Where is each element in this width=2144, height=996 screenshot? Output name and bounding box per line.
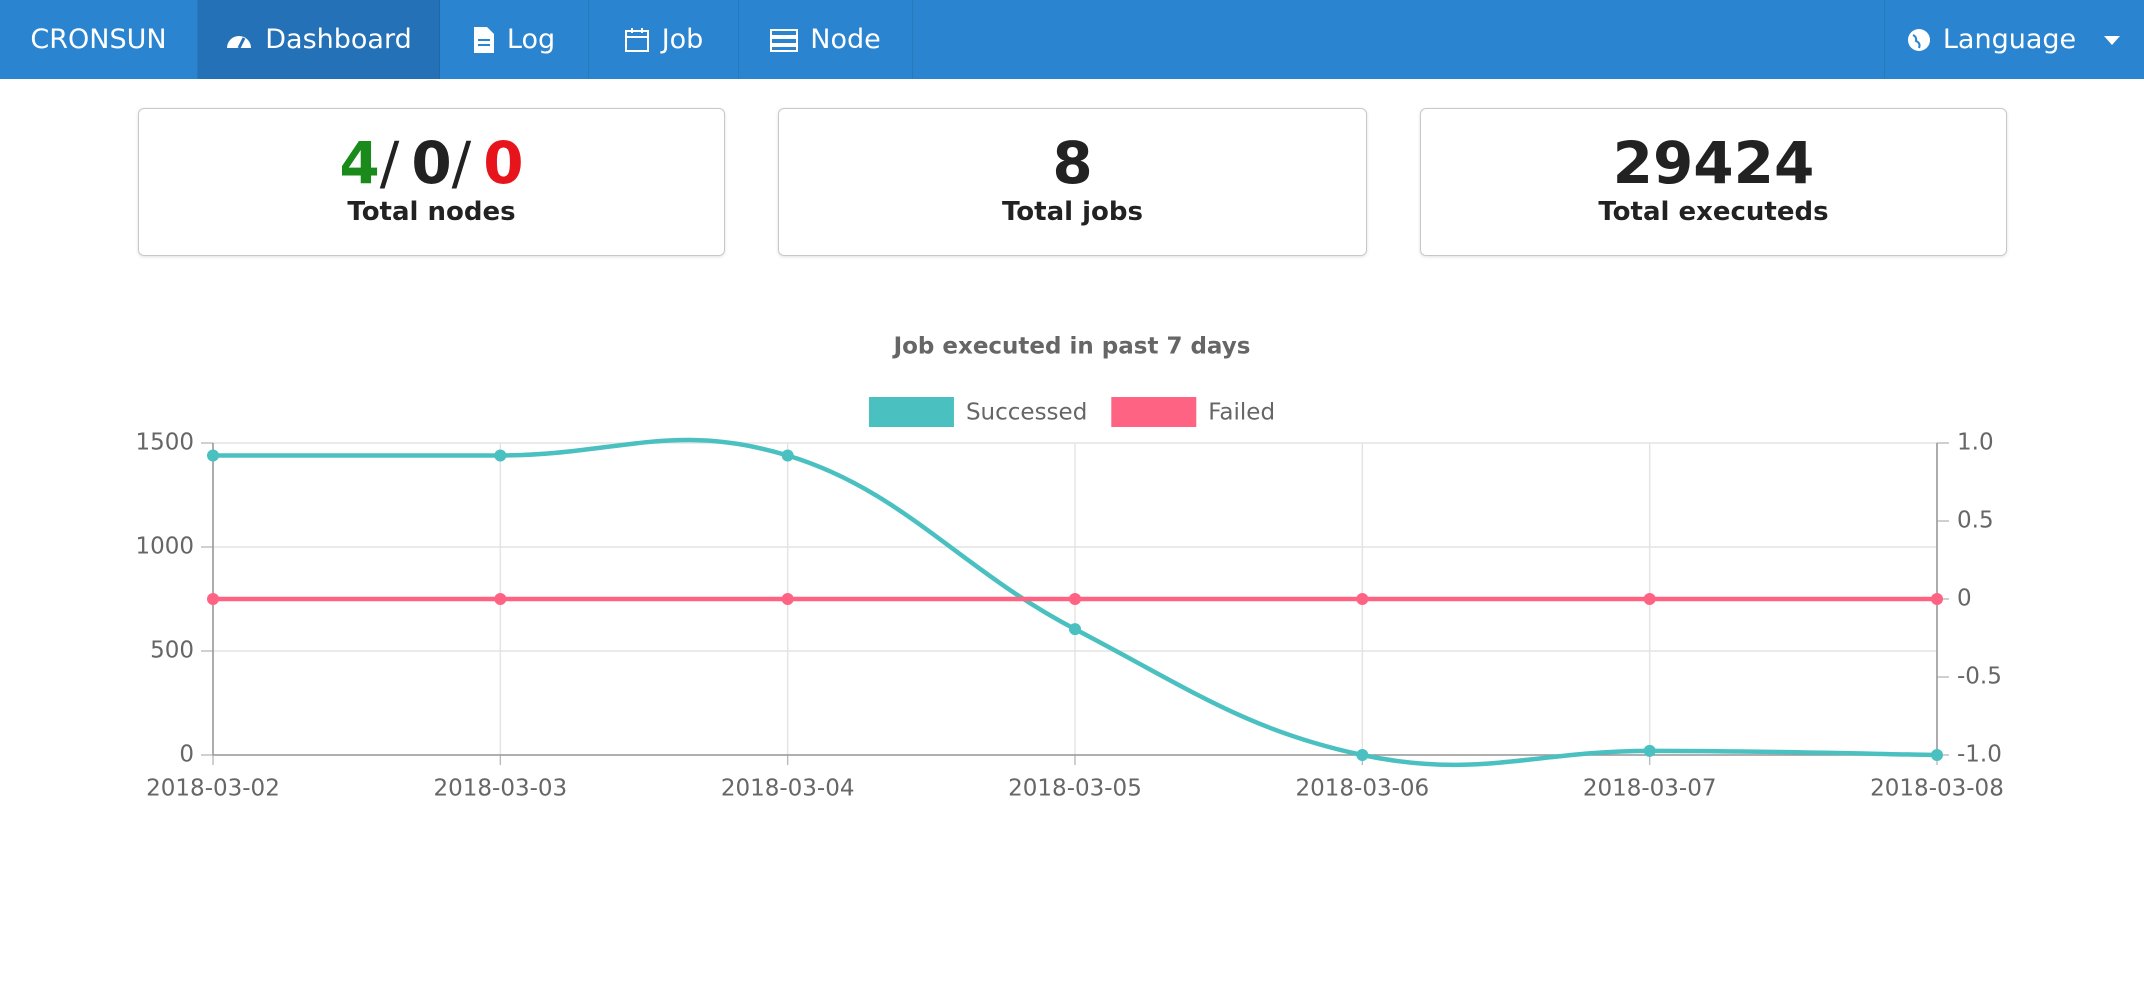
point xyxy=(781,449,794,462)
legend-swatch xyxy=(868,397,954,427)
point xyxy=(1643,593,1656,605)
nav-job[interactable]: Job xyxy=(589,0,739,79)
x-tick-label: 2018-03-04 xyxy=(721,776,855,802)
stat-card: 8 Total jobs xyxy=(778,108,1367,256)
y2-tick-label: 1.0 xyxy=(1957,430,1994,456)
y-tick-label: 0 xyxy=(179,742,194,768)
x-tick-label: 2018-03-06 xyxy=(1295,776,1429,802)
point xyxy=(1643,744,1656,757)
point xyxy=(1931,593,1943,605)
globe-icon xyxy=(1907,28,1930,51)
point xyxy=(781,593,794,605)
stat-label: Total jobs xyxy=(1002,197,1143,227)
stat-value: 8 xyxy=(1052,129,1093,197)
point xyxy=(494,449,507,462)
point xyxy=(207,593,219,605)
nav-label: Dashboard xyxy=(265,24,412,55)
separator: / xyxy=(451,129,472,197)
caret xyxy=(2104,35,2121,45)
language-label: Language xyxy=(1942,24,2077,55)
nodes-unknown: 0 xyxy=(411,129,452,197)
legend-swatch xyxy=(1111,397,1197,427)
brand[interactable]: CRONSUN xyxy=(0,0,198,79)
point xyxy=(1931,749,1943,761)
stat-label: Total executeds xyxy=(1598,197,1829,227)
nav-node[interactable]: Node xyxy=(739,0,913,79)
x-tick-label: 2018-03-05 xyxy=(1008,776,1142,802)
x-tick-label: 2018-03-08 xyxy=(1870,776,2004,802)
y-tick-label: 500 xyxy=(150,638,194,664)
legend-label: Failed xyxy=(1208,400,1275,426)
brand-text: CRONSUN xyxy=(30,24,167,55)
job-icon xyxy=(624,27,649,52)
y2-tick-label: 0.5 xyxy=(1957,508,1994,534)
separator: / xyxy=(379,129,400,197)
legend-label: Successed xyxy=(966,400,1087,426)
nav-label: Log xyxy=(506,24,556,55)
stat-label: Total nodes xyxy=(347,197,516,227)
dashboard-icon xyxy=(227,35,252,49)
nav-label: Job xyxy=(661,24,704,55)
chart-title: Job executed in past 7 days xyxy=(892,334,1251,360)
y2-tick-label: 0 xyxy=(1957,586,1972,612)
point xyxy=(207,449,219,462)
y-tick-label: 1500 xyxy=(135,430,194,456)
point xyxy=(1069,593,1081,605)
x-tick-label: 2018-03-03 xyxy=(433,776,567,802)
y2-tick-label: -0.5 xyxy=(1957,664,2002,690)
y-tick-label: 1000 xyxy=(135,534,194,560)
stat-value: 29424 xyxy=(1612,129,1815,197)
point xyxy=(494,593,507,605)
nav-dashboard[interactable]: Dashboard xyxy=(198,0,440,79)
log-icon xyxy=(473,26,494,53)
point xyxy=(1356,749,1369,761)
y2-tick-label: -1.0 xyxy=(1957,742,2002,768)
nodes-online: 4 xyxy=(339,129,380,197)
navbar: CRONSUN Dashboard Log Job Node Language xyxy=(0,0,2144,79)
point xyxy=(1069,623,1081,636)
stat-value: 4/0/0 xyxy=(139,131,724,195)
stat-card: 29424 Total executeds xyxy=(1420,108,2007,256)
stat-card: 4/0/0 Total nodes xyxy=(138,108,725,256)
language-menu[interactable]: Language xyxy=(1884,0,2144,79)
nodes-offline: 0 xyxy=(483,129,524,197)
x-tick-label: 2018-03-07 xyxy=(1583,776,1717,802)
nav-log[interactable]: Log xyxy=(440,0,589,79)
node-icon xyxy=(770,28,799,52)
x-tick-label: 2018-03-02 xyxy=(146,776,280,802)
nav-label: Node xyxy=(810,24,881,55)
point xyxy=(1356,593,1369,605)
